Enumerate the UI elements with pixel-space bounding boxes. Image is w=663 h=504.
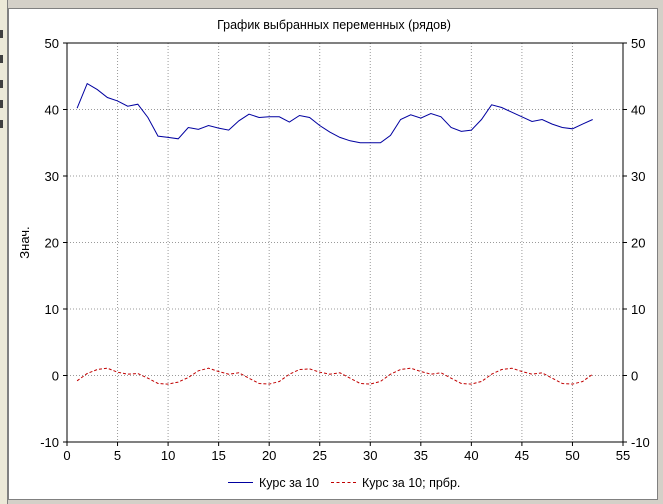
legend-label: Курс за 10; прбр. (362, 476, 461, 490)
edge-mark (0, 55, 3, 63)
edge-mark (0, 30, 3, 38)
edge-mark (0, 100, 3, 108)
x-tick-label: 5 (114, 448, 121, 463)
y-tick-label-right: -10 (631, 435, 650, 450)
y-tick-label-right: 30 (631, 169, 645, 184)
series-line-2 (76, 367, 593, 385)
x-tick-label: 35 (414, 448, 428, 463)
y-tick-label-right: 10 (631, 302, 645, 317)
legend: Курс за 10 Курс за 10; прбр. (9, 473, 659, 493)
x-tick-label: 45 (515, 448, 529, 463)
chart-title: График выбранных переменных (рядов) (217, 18, 451, 32)
y-tick-label-right: 0 (631, 369, 638, 384)
legend-swatch-solid (228, 482, 253, 483)
plot-area-border (66, 42, 624, 443)
legend-swatch-dashed (331, 482, 356, 483)
chart-panel: График выбранных переменных (рядов) 0 5 10… (8, 8, 658, 500)
edge-mark (0, 80, 3, 88)
y-tick-label-right: 20 (631, 236, 645, 251)
x-tick-label: 0 (63, 448, 70, 463)
x-tick-label: 10 (161, 448, 175, 463)
y-tick-label-left: 10 (45, 302, 59, 317)
legend-label: Курс за 10 (259, 476, 320, 490)
y-tick-label-left: 0 (52, 369, 59, 384)
y-tick-label-left: -10 (40, 435, 59, 450)
series-line-1 (76, 82, 593, 144)
x-tick-label: 40 (464, 448, 478, 463)
x-tick-label: 50 (565, 448, 579, 463)
edge-mark (0, 120, 3, 128)
left-edge-strip (0, 0, 8, 504)
x-tick-label: 55 (616, 448, 630, 463)
x-tick-label: 30 (363, 448, 377, 463)
y-tick-label-left: 50 (45, 36, 59, 51)
y-tick-label-left: 20 (45, 236, 59, 251)
x-tick-label: 20 (262, 448, 276, 463)
y-tick-label-left: 40 (45, 103, 59, 118)
y-tick-label-left: 30 (45, 169, 59, 184)
y-tick-label-right: 40 (631, 103, 645, 118)
y-axis-label: Знач. (17, 226, 32, 258)
x-tick-label: 25 (312, 448, 326, 463)
y-tick-label-right: 50 (631, 36, 645, 51)
x-tick-label: 15 (211, 448, 225, 463)
